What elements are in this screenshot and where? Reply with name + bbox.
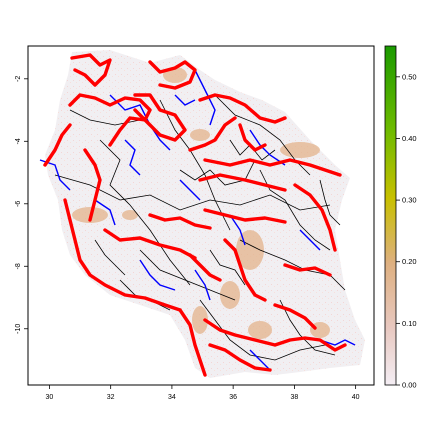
y-tick-label: -10: [15, 324, 22, 334]
x-tick-label: 34: [168, 394, 176, 401]
legend-tick-label: 0.50: [402, 72, 417, 81]
x-axis: 30 32 34 36 38 40: [46, 385, 360, 401]
x-tick-label: 38: [290, 394, 298, 401]
y-tick-label: -4: [15, 138, 22, 144]
legend-tick-label: 0.40: [402, 134, 417, 143]
map-layer: [39, 50, 365, 378]
primary-roads: [43, 53, 347, 377]
color-legend: 0.00 0.10 0.20 0.30 0.40 0.50: [384, 45, 417, 390]
legend-ticks: 0.00 0.10 0.20 0.30 0.40 0.50: [396, 72, 417, 390]
y-axis: -2 -4 -6 -8 -10: [15, 76, 28, 334]
x-tick-label: 32: [107, 394, 115, 401]
y-tick-label: -8: [15, 263, 22, 269]
x-tick-label: 40: [352, 394, 360, 401]
legend-tick-label: 0.10: [402, 319, 417, 328]
legend-colorbar: [384, 45, 397, 386]
legend-tick-label: 0.30: [402, 196, 417, 205]
legend-tick-label: 0.20: [402, 257, 417, 266]
legend-tick-label: 0.00: [402, 381, 417, 390]
y-tick-label: -6: [15, 201, 22, 207]
x-tick-label: 36: [229, 394, 237, 401]
y-tick-label: -2: [15, 76, 22, 82]
x-tick-label: 30: [46, 394, 54, 401]
